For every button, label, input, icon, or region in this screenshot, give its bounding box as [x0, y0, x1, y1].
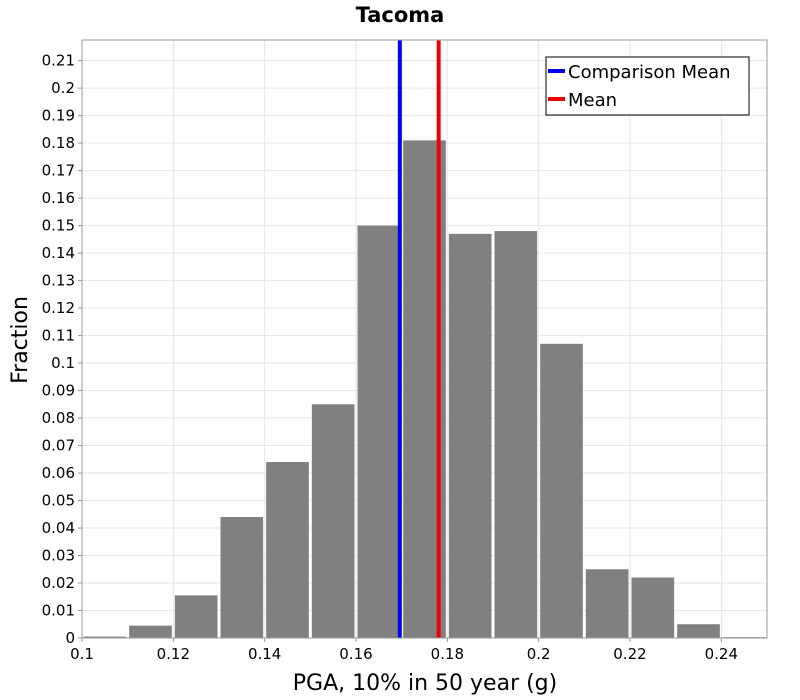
- x-tick-label-3: 0.16: [339, 645, 372, 663]
- x-tick-label-0: 0.1: [70, 645, 94, 663]
- y-tick-label-21: 0.21: [42, 52, 75, 70]
- y-tick-label-19: 0.19: [42, 107, 75, 125]
- bar-4: [266, 462, 309, 638]
- bar-9: [494, 231, 538, 638]
- y-tick-label-14: 0.14: [42, 244, 75, 262]
- y-tick-label-1: 0.01: [42, 602, 75, 620]
- legend: Comparison Mean Mean: [545, 56, 750, 116]
- bar-11: [585, 569, 629, 638]
- y-axis-label: Fraction: [8, 296, 33, 384]
- bar-3: [220, 517, 264, 638]
- x-tick-label-6: 0.22: [613, 645, 646, 663]
- legend-label-1: Mean: [568, 90, 617, 111]
- y-tick-label-3: 0.03: [42, 547, 75, 565]
- bar-12: [631, 577, 675, 638]
- bar-2: [174, 595, 218, 638]
- y-tick-label-6: 0.06: [42, 464, 75, 482]
- mean-lines: [397, 40, 441, 638]
- bar-1: [129, 625, 172, 638]
- x-tick-label-2: 0.14: [248, 645, 281, 663]
- y-tick-label-18: 0.18: [42, 134, 75, 152]
- x-tick-label-4: 0.18: [431, 645, 464, 663]
- y-tick-label-2: 0.02: [42, 574, 75, 592]
- y-axis-ticks: 0 0.01 0.02 0.03 0.04 0.05 0.06 0.07 0.08 0.09 0.1…: [42, 52, 82, 647]
- bar-13: [677, 624, 720, 638]
- legend-box: [545, 56, 750, 116]
- y-tick-label-16: 0.16: [42, 189, 75, 207]
- y-tick-label-5: 0.05: [42, 492, 75, 510]
- x-axis-label: PGA, 10% in 50 year (g): [293, 671, 557, 696]
- y-tick-label-15: 0.15: [42, 217, 75, 235]
- y-tick-label-13: 0.13: [42, 272, 75, 290]
- bar-5: [311, 404, 355, 638]
- x-tick-label-5: 0.2: [527, 645, 551, 663]
- chart-title: Tacoma: [356, 3, 445, 27]
- bar-0: [83, 636, 127, 638]
- x-axis-ticks: 0.1 0.12 0.14 0.16 0.18 0.2 0.22 0.24: [70, 638, 738, 663]
- x-tick-label-1: 0.12: [157, 645, 190, 663]
- y-tick-label-10: 0.1: [51, 354, 75, 372]
- y-tick-label-20: 0.2: [51, 79, 75, 97]
- y-tick-label-12: 0.12: [42, 299, 75, 317]
- bar-10: [540, 343, 583, 638]
- y-tick-label-8: 0.08: [42, 409, 75, 427]
- y-tick-label-7: 0.07: [42, 437, 75, 455]
- x-tick-label-7: 0.24: [705, 645, 738, 663]
- bar-6: [357, 225, 401, 638]
- legend-label-0: Comparison Mean: [568, 62, 731, 83]
- bars: [83, 140, 766, 639]
- y-tick-label-0: 0: [65, 629, 75, 647]
- y-tick-label-17: 0.17: [42, 162, 75, 180]
- y-tick-label-11: 0.11: [42, 327, 75, 345]
- y-tick-label-9: 0.09: [42, 382, 75, 400]
- bar-8: [448, 233, 492, 639]
- plot-frame: [81, 39, 768, 639]
- y-tick-label-4: 0.04: [42, 519, 75, 537]
